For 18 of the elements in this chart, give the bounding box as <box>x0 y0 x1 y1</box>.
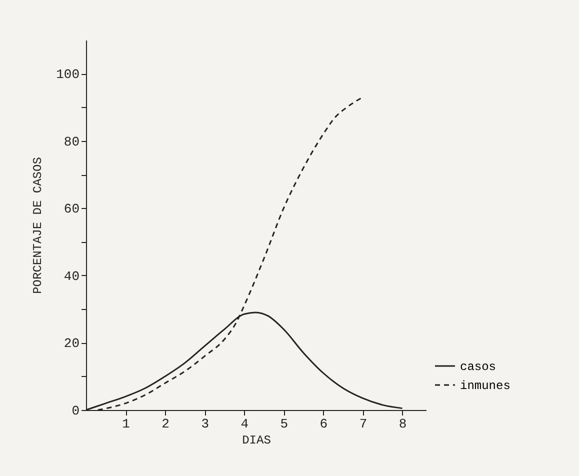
legend-label: inmunes <box>460 379 510 393</box>
x-tick-label: 3 <box>201 416 210 432</box>
x-tick-label: 5 <box>280 416 288 432</box>
x-tick-label: 6 <box>320 416 328 432</box>
x-tick-label: 1 <box>122 416 130 432</box>
x-axis-title: DIAS <box>242 434 271 448</box>
x-tick-label: 2 <box>162 416 170 432</box>
x-tick-label: 7 <box>359 416 368 432</box>
y-tick-label: 20 <box>64 336 80 352</box>
legend-label: casos <box>460 360 496 374</box>
y-tick-label: 60 <box>64 202 80 217</box>
y-tick-label: 40 <box>64 268 80 284</box>
x-tick-label: 4 <box>240 416 249 432</box>
y-tick-label: 0 <box>72 404 80 418</box>
x-tick-label: 8 <box>398 416 407 432</box>
y-axis-title: PORCENTAJE DE CASOS <box>31 157 46 294</box>
y-tick-label: 80 <box>64 134 80 150</box>
y-tick-label: 100 <box>56 67 80 82</box>
